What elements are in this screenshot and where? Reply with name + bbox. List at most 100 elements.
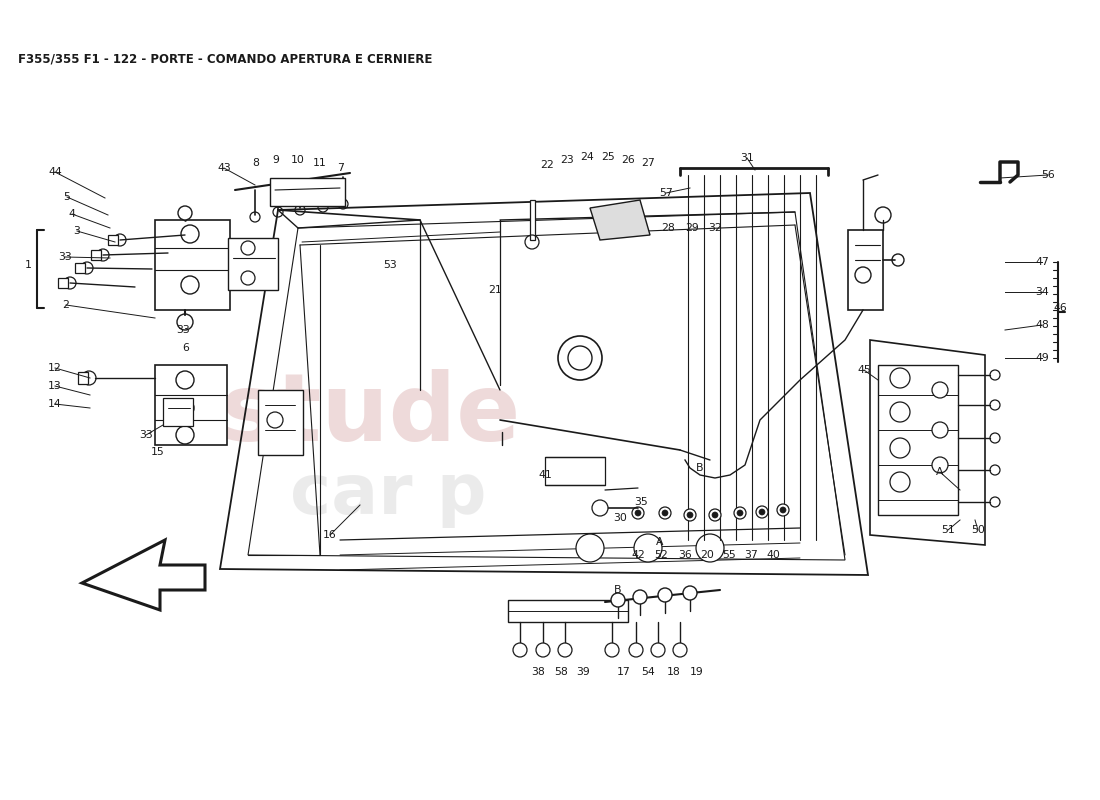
Circle shape	[712, 512, 718, 518]
Text: 32: 32	[708, 223, 722, 233]
Circle shape	[932, 457, 948, 473]
Text: 9: 9	[273, 155, 279, 165]
Text: A: A	[657, 537, 663, 547]
Circle shape	[513, 643, 527, 657]
Text: 4: 4	[68, 209, 76, 219]
Bar	[530, 200, 535, 240]
Text: 52: 52	[654, 550, 668, 560]
Circle shape	[658, 588, 672, 602]
Bar	[258, 390, 303, 455]
Circle shape	[890, 472, 910, 492]
Text: 34: 34	[1035, 287, 1049, 297]
Text: 25: 25	[601, 152, 615, 162]
Text: 55: 55	[722, 550, 736, 560]
Text: 28: 28	[661, 223, 675, 233]
Circle shape	[710, 509, 720, 521]
Text: 10: 10	[292, 155, 305, 165]
Text: 23: 23	[560, 155, 574, 165]
Text: 54: 54	[641, 667, 654, 677]
Text: B: B	[614, 585, 622, 595]
Circle shape	[932, 382, 948, 398]
Circle shape	[890, 402, 910, 422]
Circle shape	[759, 509, 764, 515]
Circle shape	[634, 534, 662, 562]
Circle shape	[176, 371, 194, 389]
Circle shape	[632, 590, 647, 604]
Text: car p: car p	[290, 462, 486, 529]
Bar	[544, 457, 605, 485]
Circle shape	[605, 643, 619, 657]
Text: 51: 51	[942, 525, 955, 535]
Circle shape	[777, 504, 789, 516]
Bar	[228, 238, 278, 290]
Bar	[270, 178, 345, 206]
Circle shape	[635, 510, 641, 516]
Text: 21: 21	[488, 285, 502, 295]
Polygon shape	[870, 340, 984, 545]
Text: 19: 19	[690, 667, 704, 677]
Text: 46: 46	[1053, 303, 1067, 313]
Circle shape	[576, 534, 604, 562]
Circle shape	[780, 507, 786, 513]
Text: 56: 56	[1041, 170, 1055, 180]
Text: 13: 13	[48, 381, 62, 391]
Circle shape	[632, 507, 644, 519]
Circle shape	[688, 512, 693, 518]
Circle shape	[673, 643, 688, 657]
Bar	[155, 220, 230, 310]
Circle shape	[592, 500, 608, 516]
Text: 44: 44	[48, 167, 62, 177]
Text: 8: 8	[253, 158, 260, 168]
Text: 29: 29	[685, 223, 698, 233]
Text: 11: 11	[314, 158, 327, 168]
Text: 2: 2	[63, 300, 69, 310]
Text: 50: 50	[971, 525, 984, 535]
Bar	[78, 372, 88, 384]
Circle shape	[610, 593, 625, 607]
Text: 7: 7	[338, 163, 344, 173]
Bar	[91, 250, 101, 260]
Text: 22: 22	[540, 160, 554, 170]
Text: F355/355 F1 - 122 - PORTE - COMANDO APERTURA E CERNIERE: F355/355 F1 - 122 - PORTE - COMANDO APER…	[18, 52, 432, 65]
Text: A: A	[936, 467, 944, 477]
Text: 1: 1	[24, 260, 32, 270]
Text: 43: 43	[217, 163, 231, 173]
Circle shape	[890, 368, 910, 388]
Text: 17: 17	[617, 667, 631, 677]
Circle shape	[176, 426, 194, 444]
Circle shape	[629, 643, 644, 657]
Bar	[155, 365, 227, 445]
Text: 30: 30	[613, 513, 627, 523]
Text: 42: 42	[631, 550, 645, 560]
Text: 36: 36	[678, 550, 692, 560]
Text: 58: 58	[554, 667, 568, 677]
Circle shape	[890, 438, 910, 458]
Text: 45: 45	[857, 365, 871, 375]
Text: 6: 6	[183, 343, 189, 353]
Text: 38: 38	[531, 667, 544, 677]
Polygon shape	[590, 200, 650, 240]
Circle shape	[734, 507, 746, 519]
Text: 31: 31	[740, 153, 754, 163]
Text: 20: 20	[700, 550, 714, 560]
Bar	[508, 600, 628, 622]
Bar	[58, 278, 68, 288]
Text: 3: 3	[74, 226, 80, 236]
Bar	[878, 365, 958, 515]
Circle shape	[558, 336, 602, 380]
Text: 27: 27	[641, 158, 654, 168]
Text: 14: 14	[48, 399, 62, 409]
Circle shape	[568, 346, 592, 370]
Circle shape	[182, 276, 199, 294]
Text: 37: 37	[744, 550, 758, 560]
Text: 57: 57	[659, 188, 673, 198]
Circle shape	[178, 206, 192, 220]
Text: 48: 48	[1035, 320, 1049, 330]
Circle shape	[932, 422, 948, 438]
Circle shape	[683, 586, 697, 600]
Circle shape	[756, 506, 768, 518]
Circle shape	[737, 510, 742, 516]
Text: 47: 47	[1035, 257, 1049, 267]
Text: 12: 12	[48, 363, 62, 373]
Bar	[163, 398, 192, 426]
